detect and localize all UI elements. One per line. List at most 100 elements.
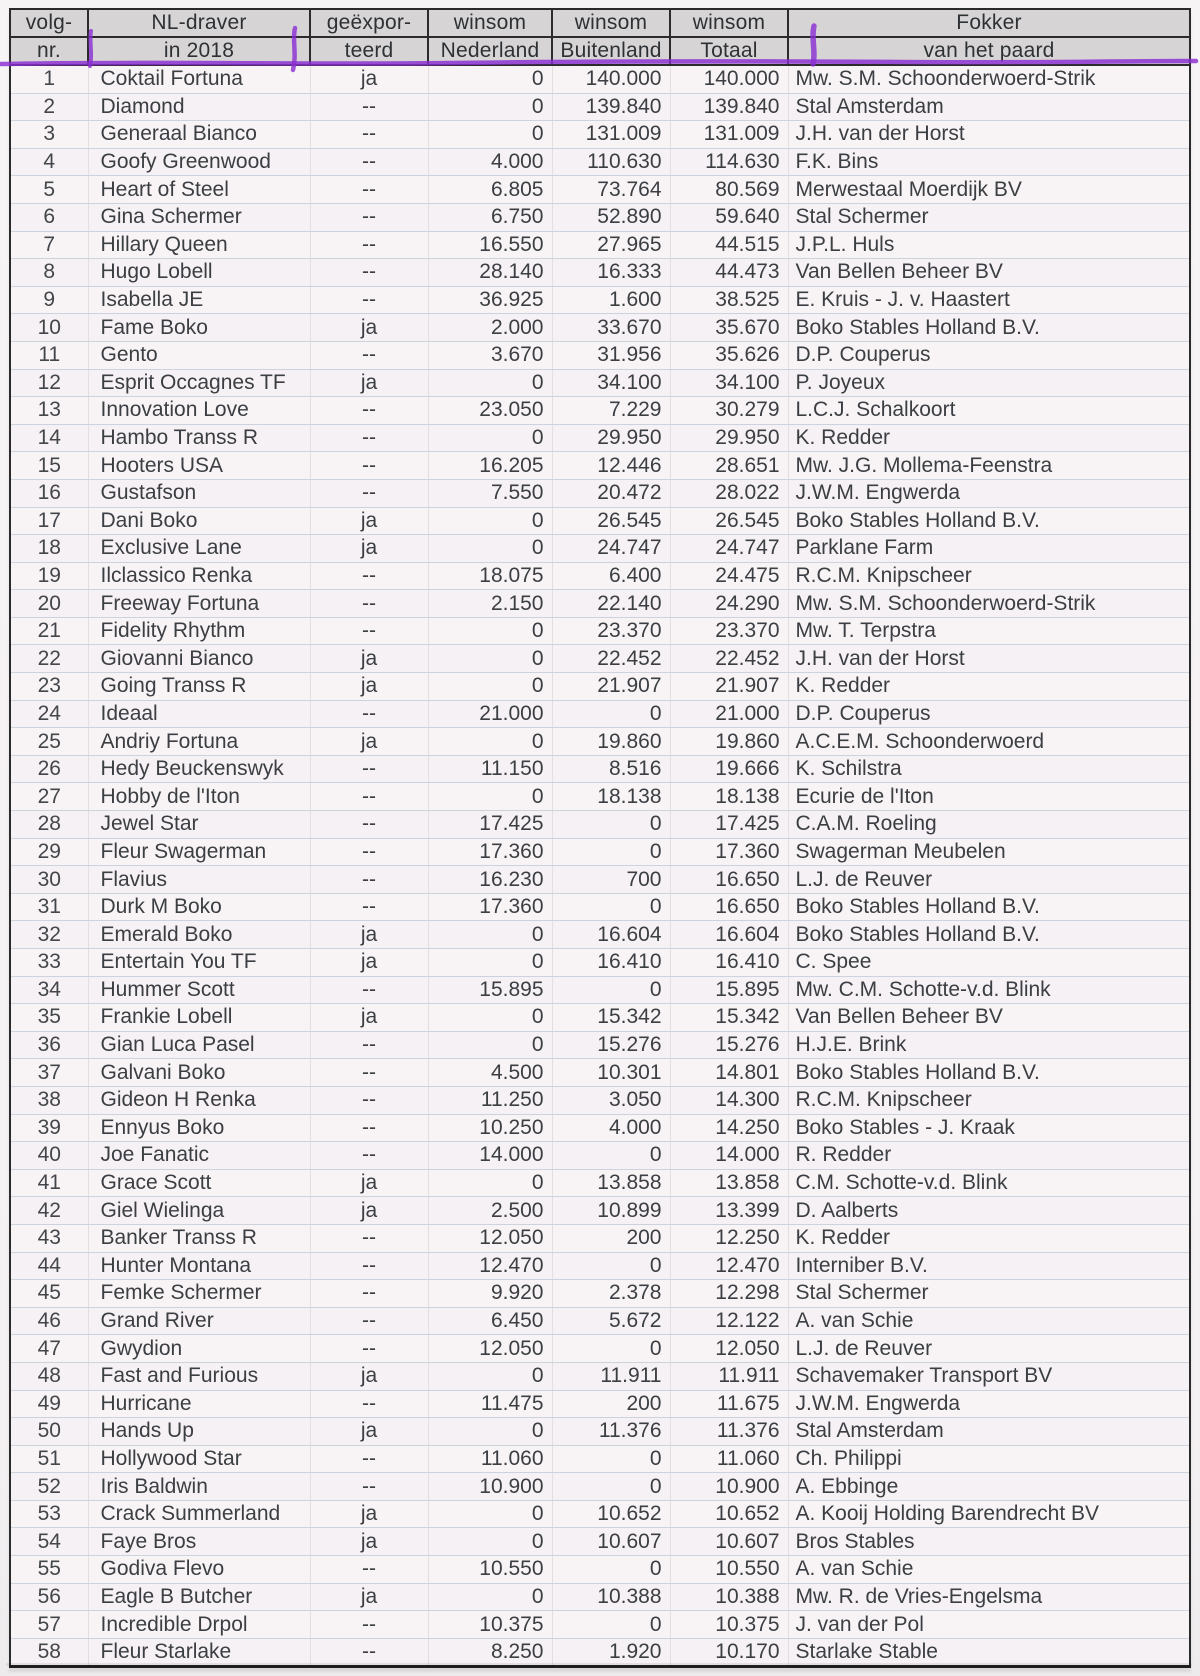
cell-winnings-total: 11.376 — [669, 1417, 789, 1446]
cell-winnings-nl: 12.050 — [427, 1224, 553, 1253]
cell-winnings-nl: 7.550 — [427, 479, 553, 508]
cell-breeder: C. Spee — [787, 948, 1190, 977]
cell-exported: ja — [309, 313, 429, 342]
cell-winnings-foreign: 3.050 — [551, 1086, 671, 1115]
cell-winnings-total: 12.250 — [669, 1224, 789, 1253]
cell-breeder: A. Kooij Holding Barendrecht BV — [787, 1500, 1190, 1529]
table-row: 49 Hurricane -- 11.475 200 11.675 J.W.M. Engwe… — [10, 1390, 1190, 1419]
cell-winnings-total: 10.550 — [669, 1555, 789, 1584]
cell-volgnr: 37 — [10, 1058, 89, 1087]
cell-winnings-nl: 21.000 — [427, 700, 553, 729]
cell-exported: ja — [309, 369, 429, 398]
cell-horse-name: Crack Summerland — [87, 1500, 311, 1529]
cell-exported: -- — [309, 203, 429, 232]
cell-volgnr: 1 — [10, 65, 89, 94]
table-row: 38 Gideon H Renka -- 11.250 3.050 14.300 R.C.M… — [10, 1086, 1190, 1115]
table-row: 56 Eagle B Butcher ja 0 10.388 10.388 Mw. R. d… — [10, 1583, 1190, 1612]
cell-breeder: J.H. van der Horst — [787, 644, 1190, 674]
cell-volgnr: 39 — [10, 1114, 89, 1143]
cell-exported: -- — [309, 479, 429, 508]
cell-horse-name: Incredible Drpol — [87, 1610, 311, 1639]
cell-exported: ja — [309, 727, 429, 756]
table-row: 50 Hands Up ja 0 11.376 11.376 Stal Amsterdam — [10, 1417, 1190, 1446]
cell-breeder: Stal Amsterdam — [787, 93, 1190, 122]
table-row: 36 Gian Luca Pasel -- 0 15.276 15.276 H.J.E. B… — [10, 1031, 1190, 1060]
cell-winnings-foreign: 0 — [551, 838, 671, 867]
cell-exported: -- — [309, 810, 429, 839]
cell-exported: -- — [309, 865, 429, 894]
cell-winnings-foreign: 6.400 — [551, 562, 671, 591]
cell-winnings-nl: 0 — [427, 782, 553, 812]
header-row-top: volg- NL-draver geëxpor- winsom winsom w… — [9, 8, 1191, 38]
cell-exported: ja — [309, 1003, 429, 1032]
header-horse-top: NL-draver — [87, 8, 311, 38]
cell-horse-name: Giovanni Bianco — [87, 644, 311, 674]
cell-breeder: Boko Stables Holland B.V. — [787, 920, 1190, 949]
cell-volgnr: 45 — [10, 1279, 89, 1308]
cell-horse-name: Heart of Steel — [87, 175, 311, 204]
cell-winnings-nl: 4.000 — [427, 148, 553, 177]
cell-horse-name: Hurricane — [87, 1390, 311, 1419]
cell-breeder: Mw. S.M. Schoonderwoerd-Strik — [787, 65, 1190, 94]
cell-exported: -- — [309, 1224, 429, 1253]
cell-exported: -- — [309, 341, 429, 370]
cell-horse-name: Flavius — [87, 865, 311, 894]
cell-horse-name: Esprit Occagnes TF — [87, 369, 311, 398]
cell-winnings-total: 14.300 — [669, 1086, 789, 1115]
cell-volgnr: 6 — [10, 203, 89, 232]
cell-breeder: C.M. Schotte-v.d. Blink — [787, 1169, 1190, 1198]
cell-exported: -- — [309, 1610, 429, 1639]
cell-winnings-foreign: 0 — [551, 1252, 671, 1281]
cell-horse-name: Gwydion — [87, 1334, 311, 1363]
cell-exported: ja — [309, 1500, 429, 1529]
table-row: 4 Goofy Greenwood -- 4.000 110.630 114.630 F.K… — [10, 148, 1190, 177]
cell-volgnr: 18 — [10, 534, 89, 563]
cell-exported: -- — [309, 838, 429, 867]
cell-exported: -- — [309, 1114, 429, 1143]
cell-exported: -- — [309, 1031, 429, 1060]
cell-volgnr: 5 — [10, 175, 89, 204]
table-row: 11 Gento -- 3.670 31.956 35.626 D.P. Couperus — [10, 341, 1190, 370]
cell-breeder: L.C.J. Schalkoort — [787, 396, 1190, 425]
cell-winnings-nl: 16.230 — [427, 865, 553, 894]
cell-winnings-foreign: 1.600 — [551, 286, 671, 315]
cell-exported: -- — [309, 231, 429, 260]
cell-exported: -- — [309, 1279, 429, 1308]
table-row: 48 Fast and Furious ja 0 11.911 11.911 Schavem… — [10, 1362, 1190, 1391]
cell-winnings-nl: 17.425 — [427, 810, 553, 839]
cell-volgnr: 51 — [10, 1445, 89, 1474]
table-row: 14 Hambo Transs R -- 0 29.950 29.950 K. Redder — [10, 424, 1190, 453]
cell-winnings-total: 14.801 — [669, 1058, 789, 1087]
cell-winnings-total: 24.475 — [669, 562, 789, 591]
cell-winnings-foreign: 0 — [551, 1610, 671, 1639]
cell-winnings-nl: 6.450 — [427, 1307, 553, 1336]
cell-horse-name: Hummer Scott — [87, 976, 311, 1005]
cell-winnings-total: 15.895 — [669, 976, 789, 1005]
cell-winnings-nl: 2.150 — [427, 589, 553, 618]
cell-breeder: Bros Stables — [787, 1527, 1190, 1557]
cell-winnings-total: 13.399 — [669, 1196, 789, 1225]
cell-volgnr: 23 — [10, 672, 89, 701]
cell-exported: ja — [309, 1527, 429, 1557]
cell-winnings-total: 59.640 — [669, 203, 789, 232]
cell-winnings-foreign: 10.301 — [551, 1058, 671, 1087]
cell-winnings-nl: 2.500 — [427, 1196, 553, 1225]
cell-horse-name: Faye Bros — [87, 1527, 311, 1557]
cell-breeder: Parklane Farm — [787, 534, 1190, 563]
table-row: 1 Coktail Fortuna ja 0 140.000 140.000 Mw. S.M… — [10, 65, 1190, 94]
cell-breeder: A. van Schie — [787, 1307, 1190, 1336]
cell-volgnr: 52 — [10, 1472, 89, 1501]
cell-winnings-total: 24.747 — [669, 534, 789, 563]
cell-winnings-foreign: 8.516 — [551, 755, 671, 784]
cell-winnings-foreign: 0 — [551, 1334, 671, 1363]
cell-winnings-foreign: 1.920 — [551, 1638, 671, 1668]
cell-exported: -- — [309, 148, 429, 177]
table-row: 9 Isabella JE -- 36.925 1.600 38.525 E. Kruis … — [10, 286, 1190, 315]
cell-volgnr: 7 — [10, 231, 89, 260]
cell-horse-name: Fame Boko — [87, 313, 311, 342]
cell-horse-name: Ilclassico Renka — [87, 562, 311, 591]
cell-winnings-foreign: 29.950 — [551, 424, 671, 453]
cell-breeder: Ecurie de l'Iton — [787, 782, 1190, 812]
cell-winnings-nl: 11.150 — [427, 755, 553, 784]
